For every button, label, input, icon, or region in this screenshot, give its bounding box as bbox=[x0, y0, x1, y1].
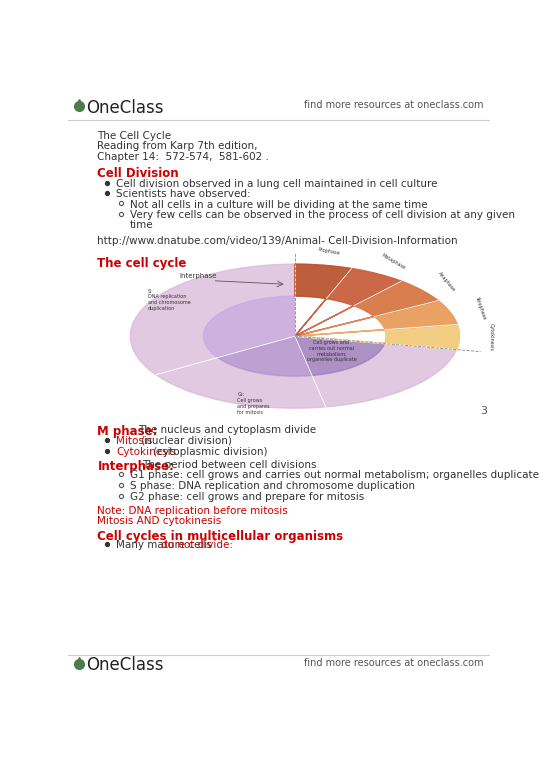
Polygon shape bbox=[295, 336, 385, 376]
Text: Note: DNA replication before mitosis: Note: DNA replication before mitosis bbox=[97, 506, 288, 516]
Polygon shape bbox=[131, 264, 456, 408]
Text: Cell Division: Cell Division bbox=[97, 167, 179, 180]
Text: Metaphase: Metaphase bbox=[381, 253, 407, 271]
Text: (cytoplasmic division): (cytoplasmic division) bbox=[150, 447, 268, 457]
Polygon shape bbox=[295, 324, 459, 350]
Polygon shape bbox=[295, 264, 351, 336]
Text: Scientists have observed:: Scientists have observed: bbox=[116, 189, 251, 199]
Text: G₂:
Cell grows
and prepares
for mitosis: G₂: Cell grows and prepares for mitosis bbox=[237, 393, 270, 415]
Text: S:
DNA replication
and chromosome
duplication: S: DNA replication and chromosome duplic… bbox=[148, 289, 191, 311]
Polygon shape bbox=[295, 281, 438, 336]
Text: OneClass: OneClass bbox=[86, 656, 164, 674]
Text: Not all cells in a culture will be dividing at the same time: Not all cells in a culture will be divid… bbox=[130, 199, 428, 209]
Text: Prophase: Prophase bbox=[318, 247, 341, 256]
Text: The period between cell divisions: The period between cell divisions bbox=[141, 460, 316, 470]
Text: time: time bbox=[130, 220, 153, 230]
Text: http://www.dnatube.com/video/139/Animal- Cell-Division-Information: http://www.dnatube.com/video/139/Animal-… bbox=[97, 236, 458, 246]
Text: Chapter 14:  572-574,  581-602 .: Chapter 14: 572-574, 581-602 . bbox=[97, 152, 269, 162]
Text: (nuclear division): (nuclear division) bbox=[138, 436, 232, 446]
Text: Anaphase: Anaphase bbox=[437, 270, 456, 293]
Text: M phase:: M phase: bbox=[97, 425, 158, 438]
Text: OneClass: OneClass bbox=[86, 99, 164, 116]
Text: Telophase: Telophase bbox=[474, 295, 486, 320]
Text: G1 phase: cell grows and carries out normal metabolism; organelles duplicate: G1 phase: cell grows and carries out nor… bbox=[130, 470, 539, 480]
Text: 3: 3 bbox=[480, 406, 487, 416]
Polygon shape bbox=[218, 336, 312, 377]
Text: Cell division observed in a lung cell maintained in cell culture: Cell division observed in a lung cell ma… bbox=[116, 179, 437, 189]
Text: Reading from Karp 7th edition,: Reading from Karp 7th edition, bbox=[97, 141, 258, 151]
Text: Cytokinesis: Cytokinesis bbox=[116, 447, 176, 457]
Text: find more resources at oneclass.com: find more resources at oneclass.com bbox=[304, 658, 484, 668]
Text: Very few cells can be observed in the process of cell division at any given: Very few cells can be observed in the pr… bbox=[130, 210, 515, 220]
Text: G2 phase: cell grows and prepare for mitosis: G2 phase: cell grows and prepare for mit… bbox=[130, 492, 364, 502]
Text: Cytokinesis: Cytokinesis bbox=[489, 323, 494, 351]
Polygon shape bbox=[295, 269, 401, 336]
Text: The cell cycle: The cell cycle bbox=[97, 256, 187, 270]
Text: find more resources at oneclass.com: find more resources at oneclass.com bbox=[304, 100, 484, 110]
Text: do not divide:: do not divide: bbox=[161, 541, 233, 551]
Text: Cell cycles in multicellular organisms: Cell cycles in multicellular organisms bbox=[97, 530, 344, 543]
Text: Cell grows and
carries out normal
metabolism;
organelles duplicate: Cell grows and carries out normal metabo… bbox=[307, 340, 356, 363]
Text: The Cell Cycle: The Cell Cycle bbox=[97, 131, 171, 141]
Text: S phase: DNA replication and chromosome duplication: S phase: DNA replication and chromosome … bbox=[130, 481, 415, 491]
Text: Interphase:: Interphase: bbox=[97, 460, 174, 473]
Polygon shape bbox=[295, 300, 457, 336]
Text: Mitosis AND cytokinesis: Mitosis AND cytokinesis bbox=[97, 516, 222, 526]
Polygon shape bbox=[295, 264, 459, 350]
Text: Interphase: Interphase bbox=[180, 273, 217, 279]
Text: The nucleus and cytoplasm divide: The nucleus and cytoplasm divide bbox=[138, 425, 316, 435]
Polygon shape bbox=[203, 296, 295, 357]
Text: Many mature cells: Many mature cells bbox=[116, 541, 215, 551]
Text: Mitosis: Mitosis bbox=[116, 436, 152, 446]
